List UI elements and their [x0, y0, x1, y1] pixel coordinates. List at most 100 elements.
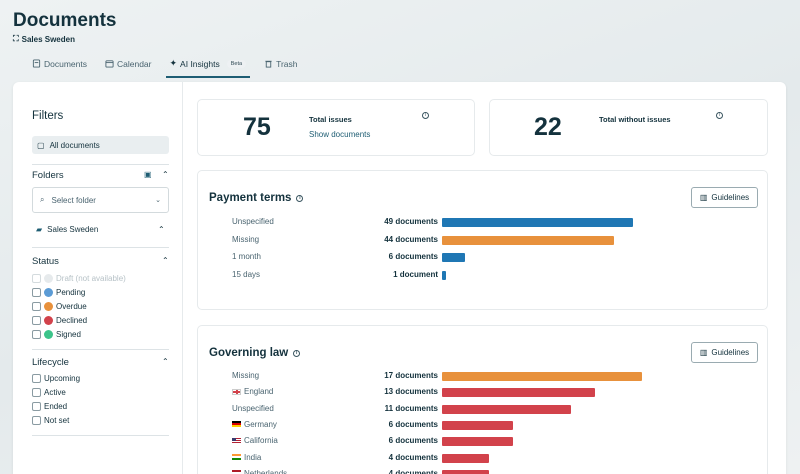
chevron-up-icon[interactable]: ⌃ — [158, 225, 165, 234]
chevron-up-icon[interactable]: ⌃ — [162, 256, 169, 265]
lifecycle-upcoming[interactable]: Upcoming — [32, 374, 80, 383]
bar-row[interactable]: Netherlands 4 documents — [232, 469, 752, 474]
bar-row[interactable]: Missing 44 documents — [232, 235, 752, 247]
main-card: Filters ▢ All documents Folders ▣ ⌃ ⌕ Se… — [13, 82, 786, 474]
bar-category-label: Netherlands — [232, 469, 287, 474]
total-without-issues-value: 22 — [534, 113, 562, 141]
bar-row[interactable]: Unspecified 11 documents — [232, 404, 752, 416]
bar-count-label: 49 documents — [384, 217, 438, 226]
checkbox[interactable] — [32, 374, 41, 383]
category-text: India — [244, 452, 262, 462]
guidelines-button[interactable]: ▥ Guidelines — [691, 342, 758, 363]
select-folder-dropdown[interactable]: ⌕ Select folder ⌄ — [32, 187, 169, 213]
bar[interactable] — [442, 388, 595, 398]
tab-label: Documents — [44, 58, 87, 69]
bar[interactable] — [442, 404, 572, 414]
workspace-icon: ⛶ — [13, 34, 19, 43]
bar[interactable] — [442, 469, 489, 474]
status-signed[interactable]: Signed — [32, 330, 81, 339]
panel-title-text: Payment terms — [209, 192, 292, 204]
bar-category-label: Missing — [232, 235, 259, 244]
category-text: Netherlands — [244, 468, 288, 474]
lifecycle-label: Not set — [44, 416, 70, 425]
bar-row[interactable]: 1 month 6 documents — [232, 252, 752, 264]
bar-category-label: England — [232, 387, 273, 396]
bar-count-label: 44 documents — [384, 234, 438, 244]
bar[interactable] — [442, 235, 614, 245]
status-declined[interactable]: Declined — [32, 316, 87, 325]
bar-count-label: 6 documents — [388, 419, 438, 429]
folder-item-sales-sweden[interactable]: ▰ Sales Sweden — [36, 225, 98, 234]
total-issues-label: Total issues — [309, 115, 352, 124]
bar[interactable] — [442, 453, 489, 463]
workspace-label: ⛶ Sales Sweden — [13, 34, 75, 44]
bar-category-label: 1 month — [232, 252, 261, 261]
calendar-icon — [105, 60, 114, 68]
checkbox[interactable] — [32, 416, 41, 425]
lifecycle-not-set[interactable]: Not set — [32, 416, 69, 425]
bar[interactable] — [442, 372, 642, 381]
category-text: Germany — [244, 419, 277, 429]
checkbox — [32, 274, 41, 283]
bar-category-label: India — [232, 453, 261, 462]
bar-row[interactable]: Unspecified 49 documents — [232, 217, 752, 229]
info-icon[interactable]: i — [296, 194, 304, 202]
search-icon: ⌕ — [40, 195, 45, 204]
bar-row[interactable]: California 6 documents — [232, 436, 752, 448]
add-folder-icon[interactable]: ▣ — [144, 170, 152, 179]
tab-documents[interactable]: Documents — [32, 56, 87, 78]
governing-law-panel: Governing law i ▥ Guidelines Missing 17 d… — [197, 325, 768, 474]
category-text: Unspecified — [232, 217, 274, 226]
checkbox[interactable] — [32, 330, 41, 339]
checkbox[interactable] — [32, 288, 41, 297]
total-without-issues-card: 22 Total without issues i — [489, 99, 768, 156]
checkbox[interactable] — [32, 388, 41, 397]
book-icon: ▥ — [699, 348, 708, 357]
tab-label: AI Insights — [180, 58, 220, 69]
bar[interactable] — [442, 420, 513, 430]
lifecycle-title: Lifecycle — [32, 357, 69, 368]
checkbox[interactable] — [32, 402, 41, 411]
checkbox[interactable] — [32, 302, 41, 311]
info-icon[interactable]: i — [422, 112, 429, 119]
bar[interactable] — [442, 218, 634, 227]
bar[interactable] — [442, 437, 513, 447]
bar-row[interactable]: 15 days 1 document — [232, 270, 752, 282]
bar-row[interactable]: Germany 6 documents — [232, 420, 752, 432]
bar[interactable] — [442, 270, 446, 280]
bar-row[interactable]: India 4 documents — [232, 453, 752, 465]
category-text: 1 month — [232, 252, 261, 261]
lifecycle-ended[interactable]: Ended — [32, 402, 67, 411]
status-pending[interactable]: Pending — [32, 288, 85, 297]
chevron-up-icon[interactable]: ⌃ — [162, 170, 169, 179]
status-title: Status — [32, 256, 59, 267]
status-overdue[interactable]: Overdue — [32, 302, 87, 311]
tab-trash[interactable]: Trash — [264, 56, 297, 78]
status-label: Overdue — [56, 302, 87, 311]
bar-row[interactable]: England 13 documents — [232, 387, 752, 399]
trash-icon — [265, 60, 272, 68]
lifecycle-active[interactable]: Active — [32, 388, 66, 397]
payment-terms-panel: Payment terms i ▥ Guidelines Unspecified… — [197, 170, 768, 310]
divider — [32, 247, 169, 248]
checkbox[interactable] — [32, 316, 41, 325]
bar[interactable] — [442, 253, 466, 262]
info-icon[interactable]: i — [716, 112, 723, 119]
category-text: Unspecified — [232, 403, 274, 413]
filters-title: Filters — [32, 110, 64, 122]
tab-calendar[interactable]: Calendar — [105, 56, 152, 78]
total-issues-value: 75 — [243, 113, 271, 141]
bar-row[interactable]: Missing 17 documents — [232, 371, 752, 383]
folders-title: Folders — [32, 170, 64, 181]
bar-count-label: 4 documents — [388, 452, 438, 462]
england-flag-icon — [232, 388, 241, 395]
bar-category-label: 15 days — [232, 270, 260, 279]
bar-count-label: 13 documents — [384, 387, 438, 397]
info-icon[interactable]: i — [293, 349, 301, 357]
chevron-up-icon[interactable]: ⌃ — [162, 357, 169, 366]
show-documents-link[interactable]: Show documents — [309, 130, 371, 139]
all-documents-button[interactable]: ▢ All documents — [32, 136, 169, 154]
tab-ai-insights[interactable]: ✦ AI Insights Beta — [165, 56, 250, 78]
guidelines-button[interactable]: ▥ Guidelines — [691, 187, 758, 208]
book-icon: ▥ — [699, 193, 708, 202]
